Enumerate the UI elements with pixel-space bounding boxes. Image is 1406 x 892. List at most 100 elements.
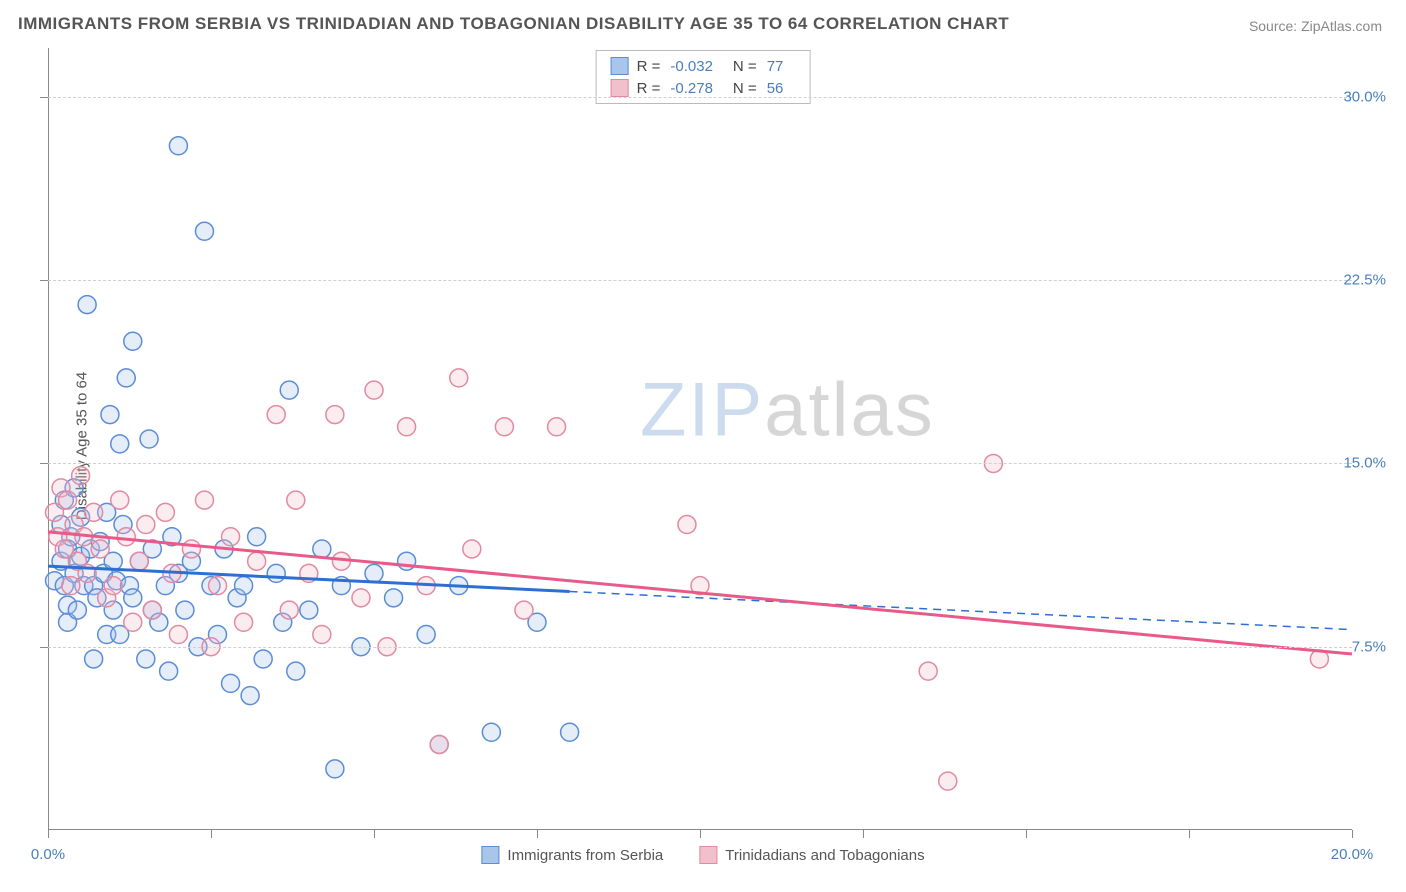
scatter-point-serbia — [267, 564, 285, 582]
scatter-point-trinidad — [91, 540, 109, 558]
scatter-point-trinidad — [267, 406, 285, 424]
scatter-point-serbia — [68, 601, 86, 619]
scatter-point-serbia — [169, 137, 187, 155]
gridline-h — [48, 280, 1352, 281]
scatter-point-trinidad — [326, 406, 344, 424]
scatter-point-serbia — [313, 540, 331, 558]
stats-r-label: R = — [637, 58, 661, 75]
scatter-point-serbia — [124, 589, 142, 607]
scatter-point-trinidad — [124, 613, 142, 631]
scatter-point-trinidad — [130, 552, 148, 570]
scatter-point-trinidad — [939, 772, 957, 790]
scatter-point-serbia — [561, 723, 579, 741]
xtick-mark — [374, 830, 375, 838]
scatter-point-serbia — [101, 406, 119, 424]
source-label: Source: ZipAtlas.com — [1249, 18, 1382, 34]
stats-row-serbia: R = -0.032 N = 77 — [597, 55, 810, 77]
stats-r-label: R = — [637, 80, 661, 97]
swatch-serbia — [611, 57, 629, 75]
scatter-point-trinidad — [313, 626, 331, 644]
scatter-point-trinidad — [59, 491, 77, 509]
scatter-point-trinidad — [222, 528, 240, 546]
scatter-point-serbia — [195, 222, 213, 240]
scatter-point-trinidad — [195, 491, 213, 509]
scatter-point-trinidad — [209, 577, 227, 595]
legend-item-trinidad: Trinidadians and Tobagonians — [699, 846, 924, 864]
scatter-point-serbia — [326, 760, 344, 778]
stats-row-trinidad: R = -0.278 N = 56 — [597, 77, 810, 99]
scatter-point-trinidad — [111, 491, 129, 509]
scatter-point-trinidad — [430, 735, 448, 753]
ytick-mark — [40, 647, 48, 648]
scatter-point-serbia — [140, 430, 158, 448]
scatter-point-trinidad — [678, 516, 696, 534]
scatter-point-serbia — [222, 674, 240, 692]
chart-title: IMMIGRANTS FROM SERBIA VS TRINIDADIAN AN… — [18, 14, 1009, 34]
scatter-point-trinidad — [235, 613, 253, 631]
scatter-point-serbia — [117, 369, 135, 387]
stats-r-trinidad: -0.278 — [670, 80, 713, 97]
xtick-mark — [48, 830, 49, 838]
legend-label-trinidad: Trinidadians and Tobagonians — [725, 847, 924, 864]
scatter-point-trinidad — [548, 418, 566, 436]
xtick-mark — [211, 830, 212, 838]
scatter-point-trinidad — [515, 601, 533, 619]
xtick-label: 20.0% — [1331, 846, 1374, 863]
scatter-point-trinidad — [450, 369, 468, 387]
scatter-point-trinidad — [156, 503, 174, 521]
scatter-point-serbia — [385, 589, 403, 607]
scatter-point-trinidad — [280, 601, 298, 619]
scatter-point-trinidad — [182, 540, 200, 558]
ytick-label: 30.0% — [1343, 88, 1386, 105]
scatter-point-serbia — [254, 650, 272, 668]
scatter-point-serbia — [111, 435, 129, 453]
scatter-point-trinidad — [352, 589, 370, 607]
ytick-mark — [40, 280, 48, 281]
scatter-point-serbia — [137, 650, 155, 668]
scatter-point-serbia — [78, 296, 96, 314]
scatter-point-serbia — [365, 564, 383, 582]
stats-n-trinidad: 56 — [767, 80, 784, 97]
legend-label-serbia: Immigrants from Serbia — [507, 847, 663, 864]
scatter-point-serbia — [85, 650, 103, 668]
swatch-trinidad — [611, 79, 629, 97]
scatter-point-serbia — [160, 662, 178, 680]
xtick-label: 0.0% — [31, 846, 65, 863]
chart-svg — [48, 48, 1352, 830]
scatter-point-trinidad — [287, 491, 305, 509]
gridline-h — [48, 463, 1352, 464]
scatter-point-serbia — [300, 601, 318, 619]
scatter-point-serbia — [482, 723, 500, 741]
stats-n-label: N = — [733, 58, 757, 75]
scatter-point-serbia — [124, 332, 142, 350]
scatter-point-trinidad — [137, 516, 155, 534]
ytick-mark — [40, 463, 48, 464]
scatter-point-trinidad — [398, 418, 416, 436]
xtick-mark — [537, 830, 538, 838]
xtick-mark — [1026, 830, 1027, 838]
gridline-h — [48, 647, 1352, 648]
scatter-point-serbia — [248, 528, 266, 546]
xtick-mark — [863, 830, 864, 838]
scatter-point-serbia — [287, 662, 305, 680]
stats-n-label: N = — [733, 80, 757, 97]
swatch-trinidad — [699, 846, 717, 864]
scatter-point-trinidad — [248, 552, 266, 570]
scatter-point-serbia — [280, 381, 298, 399]
stats-r-serbia: -0.032 — [670, 58, 713, 75]
gridline-h — [48, 97, 1352, 98]
scatter-point-serbia — [241, 687, 259, 705]
scatter-point-trinidad — [143, 601, 161, 619]
scatter-point-trinidad — [495, 418, 513, 436]
scatter-point-trinidad — [104, 577, 122, 595]
scatter-point-trinidad — [72, 467, 90, 485]
scatter-point-trinidad — [463, 540, 481, 558]
trendline-serbia-dashed — [570, 591, 1352, 629]
ytick-mark — [40, 97, 48, 98]
legend-bottom: Immigrants from Serbia Trinidadians and … — [481, 846, 924, 864]
scatter-point-serbia — [176, 601, 194, 619]
stats-n-serbia: 77 — [767, 58, 784, 75]
scatter-point-trinidad — [117, 528, 135, 546]
scatter-point-trinidad — [169, 626, 187, 644]
scatter-point-serbia — [235, 577, 253, 595]
